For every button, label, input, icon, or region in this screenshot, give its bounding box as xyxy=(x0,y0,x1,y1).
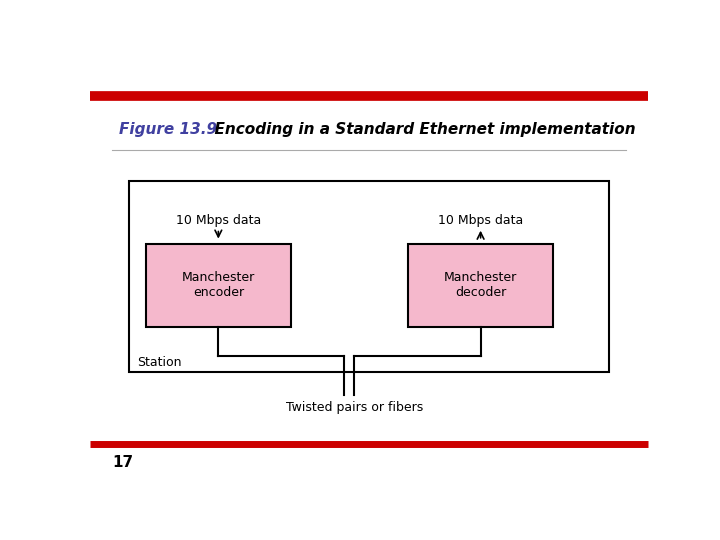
Text: 10 Mbps data: 10 Mbps data xyxy=(176,214,261,227)
Text: Twisted pairs or fibers: Twisted pairs or fibers xyxy=(287,401,423,414)
Bar xyxy=(145,244,291,327)
Text: Figure 13.9: Figure 13.9 xyxy=(119,122,217,137)
Text: Manchester
encoder: Manchester encoder xyxy=(181,271,255,299)
Text: Station: Station xyxy=(138,356,182,369)
Text: Manchester
decoder: Manchester decoder xyxy=(444,271,517,299)
Text: 10 Mbps data: 10 Mbps data xyxy=(438,214,523,227)
Bar xyxy=(408,244,553,327)
Text: 17: 17 xyxy=(112,455,133,470)
Bar xyxy=(129,181,609,373)
Text: Encoding in a Standard Ethernet implementation: Encoding in a Standard Ethernet implemen… xyxy=(204,122,636,137)
